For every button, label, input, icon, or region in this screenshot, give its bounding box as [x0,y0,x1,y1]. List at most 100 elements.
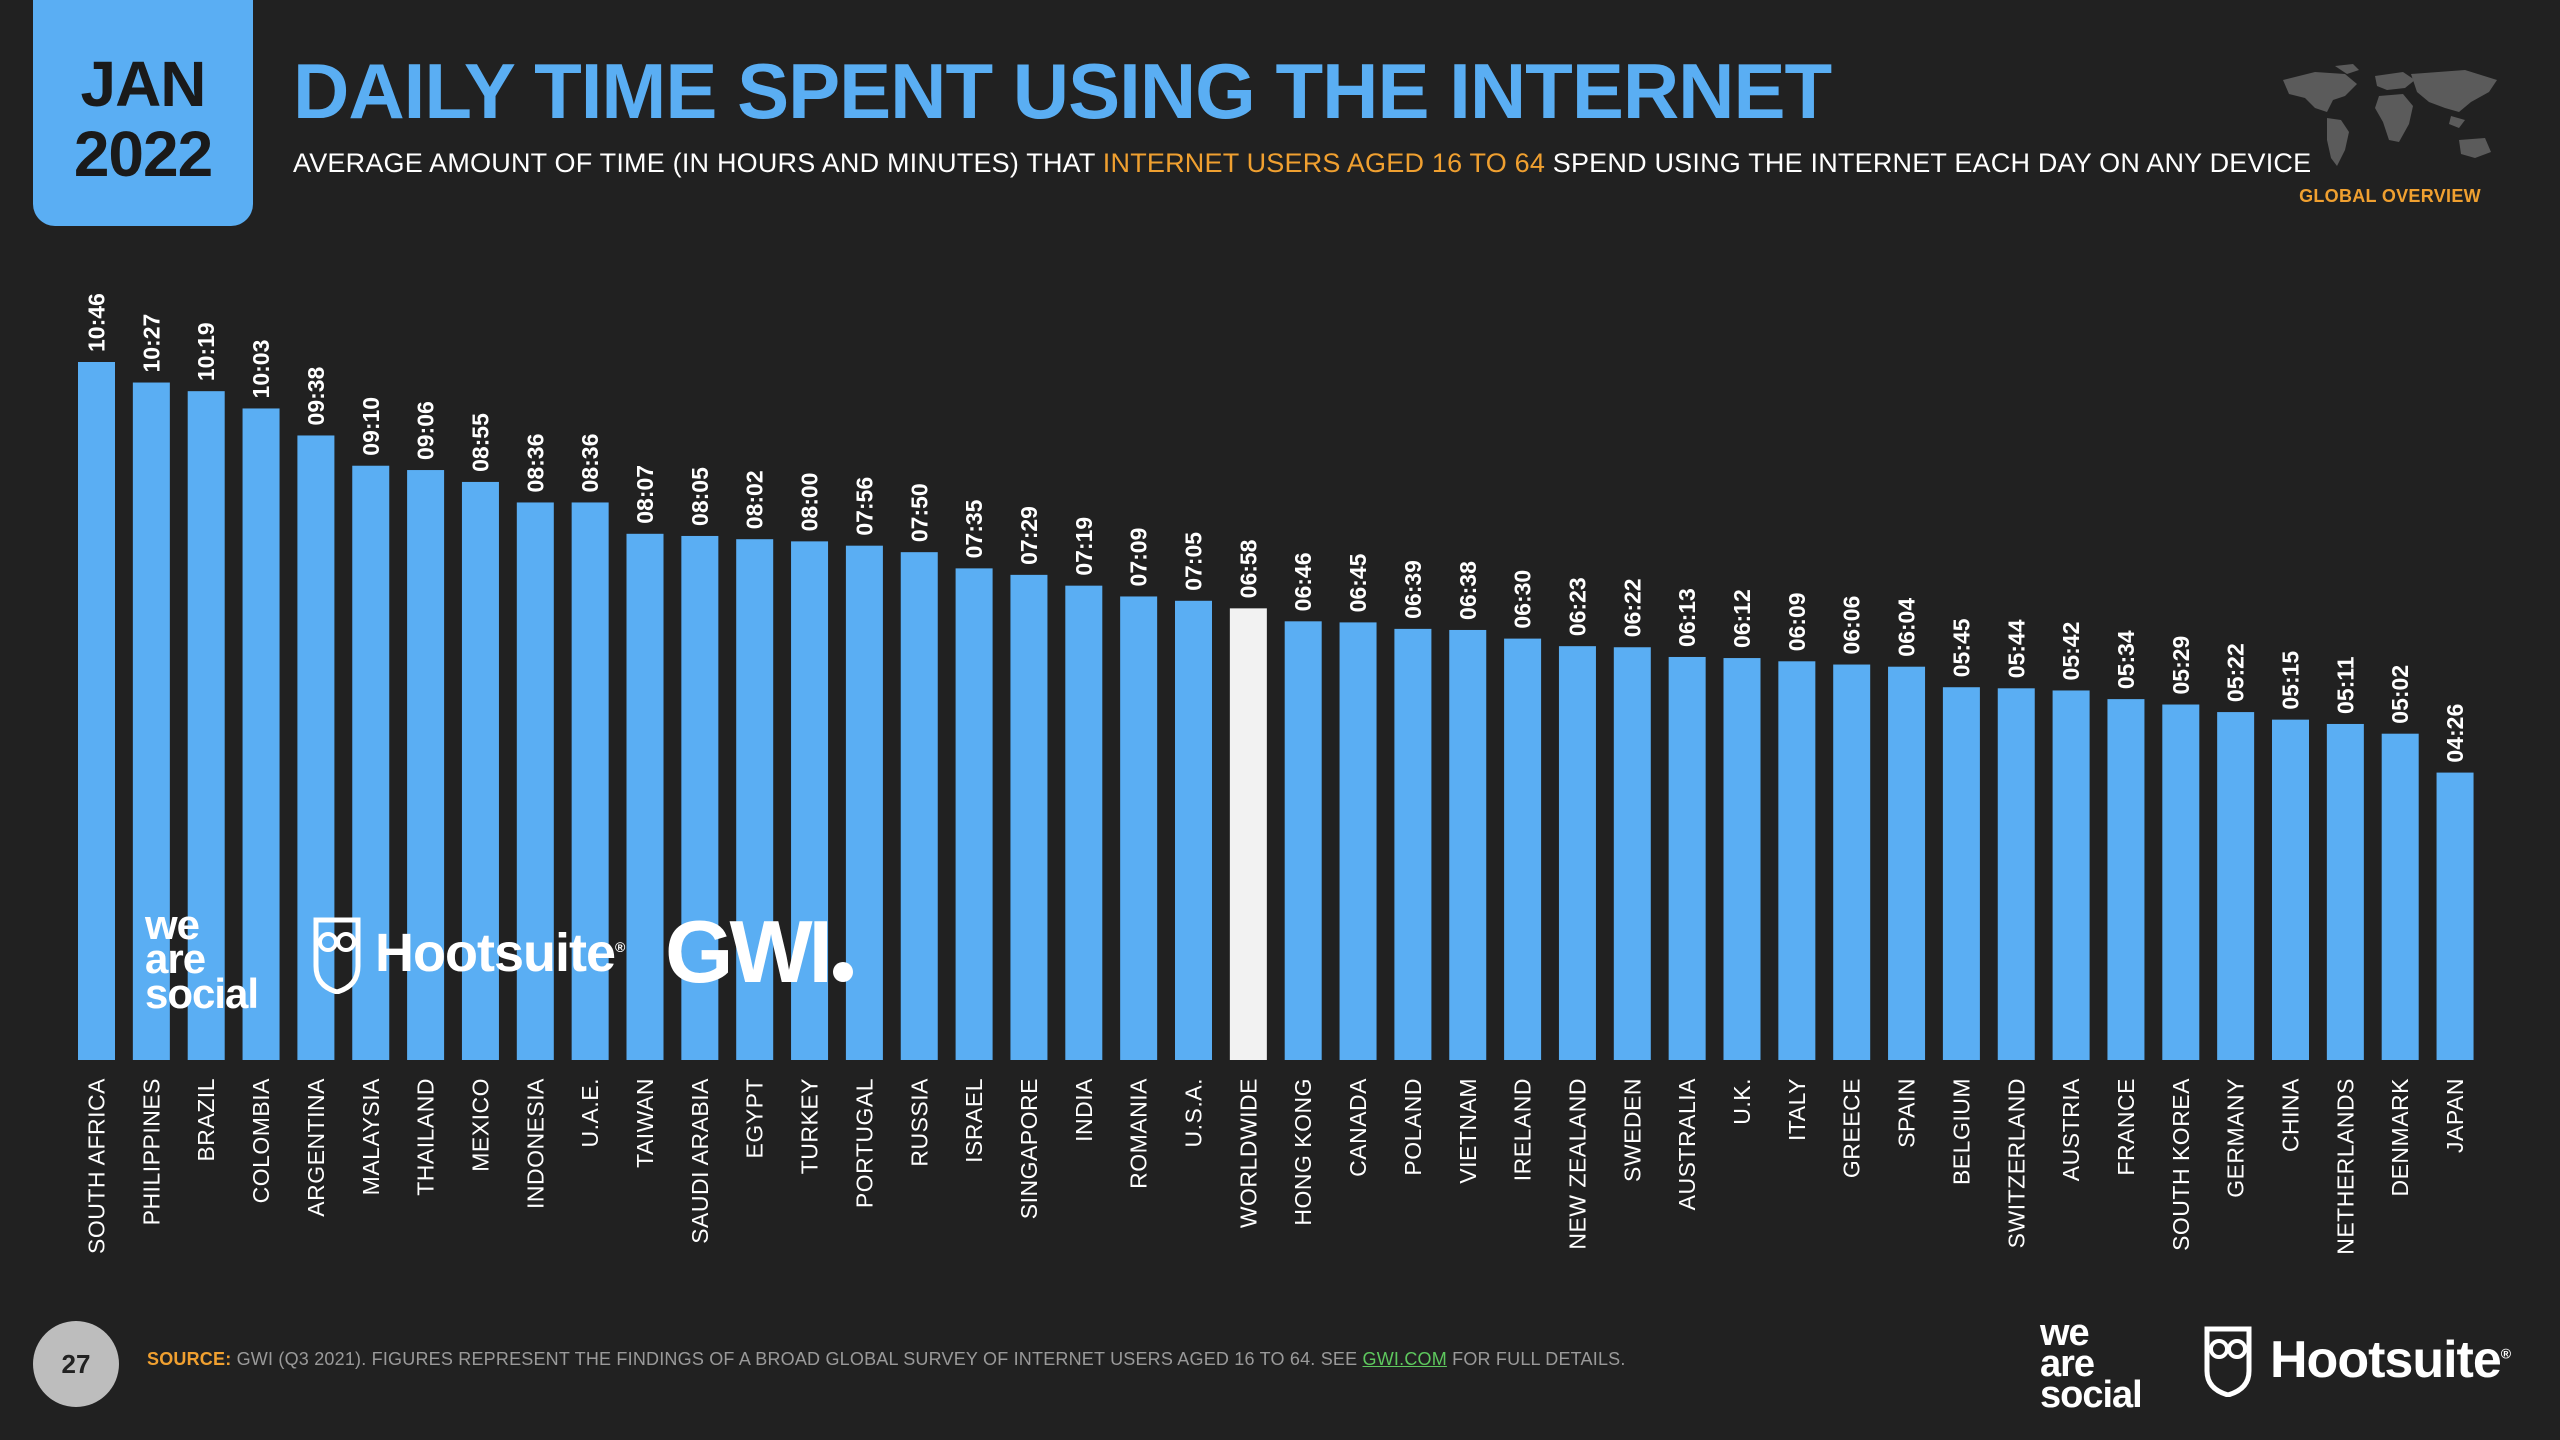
value-label: 09:10 [358,397,384,456]
category-label: POLAND [1400,1078,1426,1176]
bar-worldwide [1229,608,1267,1060]
bar-romania [1120,596,1158,1060]
category-label: BRAZIL [193,1078,219,1162]
value-label: 06:22 [1619,578,1645,637]
source-text: GWI (Q3 2021). FIGURES REPRESENT THE FIN… [231,1349,1363,1369]
bar-italy [1778,661,1816,1060]
value-label: 10:19 [193,322,219,381]
subtitle-post: SPEND USING THE INTERNET EACH DAY ON ANY… [1545,148,2312,178]
value-label: 07:09 [1126,528,1152,587]
category-label: ISRAEL [961,1078,987,1163]
value-label: 08:07 [632,465,658,524]
category-label: INDIA [1071,1078,1097,1142]
bar-japan [2436,772,2474,1060]
category-label: SOUTH AFRICA [84,1078,110,1254]
value-label: 06:58 [1235,539,1261,598]
category-label: NETHERLANDS [2332,1078,2358,1255]
category-label: INDONESIA [522,1078,548,1209]
category-label: JAPAN [2442,1078,2468,1153]
value-label: 05:02 [2387,665,2413,724]
category-label: SWITZERLAND [2003,1078,2029,1248]
value-label: 07:05 [1181,532,1207,591]
value-label: 09:38 [303,366,329,425]
bar-vietnam [1449,629,1487,1060]
value-label: 05:45 [1948,618,1974,677]
category-label: MALAYSIA [358,1078,384,1195]
bar-sweden [1613,647,1651,1060]
bar-turkey [791,541,829,1060]
bar-germany [2217,712,2255,1060]
value-label: 10:03 [248,340,274,399]
hootsuite-logo-text: Hootsuite [375,923,616,983]
category-label: HONG KONG [1290,1078,1316,1226]
value-label: 08:00 [797,473,823,532]
value-label: 10:46 [84,293,110,352]
value-label: 07:29 [1016,506,1042,565]
value-label: 06:09 [1784,592,1810,651]
value-label: 06:13 [1674,588,1700,647]
value-label: 07:50 [906,483,932,542]
category-label: FRANCE [2113,1078,2139,1176]
bar-u-k [1723,658,1761,1060]
category-label: ARGENTINA [303,1078,329,1217]
we-are-social-logo: we are social [145,901,259,1017]
hootsuite-owl-icon [313,917,361,994]
category-label: CHINA [2278,1078,2304,1152]
value-label: 05:42 [2058,622,2084,681]
category-label: TURKEY [797,1078,823,1174]
category-label: PORTUGAL [851,1078,877,1208]
bar-hong-kong [1284,621,1322,1060]
category-label: CANADA [1345,1078,1371,1177]
value-label: 05:15 [2278,651,2304,710]
value-label: 06:23 [1564,577,1590,636]
bar-mexico [461,481,499,1060]
bar-philippines [132,382,170,1060]
category-label: BELGIUM [1948,1078,1974,1185]
page-title: DAILY TIME SPENT USING THE INTERNET [293,47,1832,135]
value-label: 05:22 [2223,643,2249,702]
bar-netherlands [2326,723,2364,1060]
date-badge: JAN 2022 [33,0,253,226]
category-label: GREECE [1839,1078,1865,1178]
category-label: SWEDEN [1619,1078,1645,1182]
value-label: 05:29 [2168,636,2194,695]
category-label: WORLDWIDE [1235,1078,1261,1228]
category-label: SPAIN [1894,1078,1920,1148]
category-label: SAUDI ARABIA [687,1078,713,1244]
bar-singapore [1010,574,1048,1060]
category-label: AUSTRALIA [1674,1078,1700,1210]
bar-ireland [1504,638,1542,1060]
category-label: U.A.E. [577,1078,603,1147]
we-are-social-footer-logo: we are social [2040,1312,2143,1417]
value-label: 05:11 [2332,656,2358,714]
value-label: 08:36 [577,434,603,493]
value-label: 09:06 [413,401,439,460]
source-note: SOURCE: GWI (Q3 2021). FIGURES REPRESENT… [147,1349,1626,1370]
value-label: 08:02 [742,470,768,529]
source-link[interactable]: GWI.COM [1362,1349,1447,1369]
category-label: IRELAND [1510,1078,1536,1181]
category-label: ROMANIA [1126,1078,1152,1189]
hootsuite-owl-footer-icon [2204,1326,2252,1397]
page-subtitle: AVERAGE AMOUNT OF TIME (IN HOURS AND MIN… [293,148,2311,179]
value-label: 06:39 [1400,560,1426,619]
value-label: 10:27 [138,314,164,373]
value-label: 06:45 [1345,553,1371,612]
hootsuite-logo: Hootsuite® [375,923,625,983]
bar-south-africa [78,362,115,1060]
category-label: COLOMBIA [248,1078,274,1204]
category-label: NEW ZEALAND [1564,1078,1590,1250]
category-label: EGYPT [742,1078,768,1158]
category-label: U.K. [1729,1078,1755,1125]
bar-thailand [407,470,445,1060]
value-label: 04:26 [2442,704,2468,763]
subtitle-pre: AVERAGE AMOUNT OF TIME (IN HOURS AND MIN… [293,148,1103,178]
bar-india [1065,585,1103,1060]
category-label: SOUTH KOREA [2168,1078,2194,1251]
bar-switzerland [1997,688,2035,1060]
bar-greece [1833,664,1871,1060]
category-label: TAIWAN [632,1078,658,1168]
bar-u-s-a [1175,600,1212,1060]
bar-china [2272,719,2309,1060]
